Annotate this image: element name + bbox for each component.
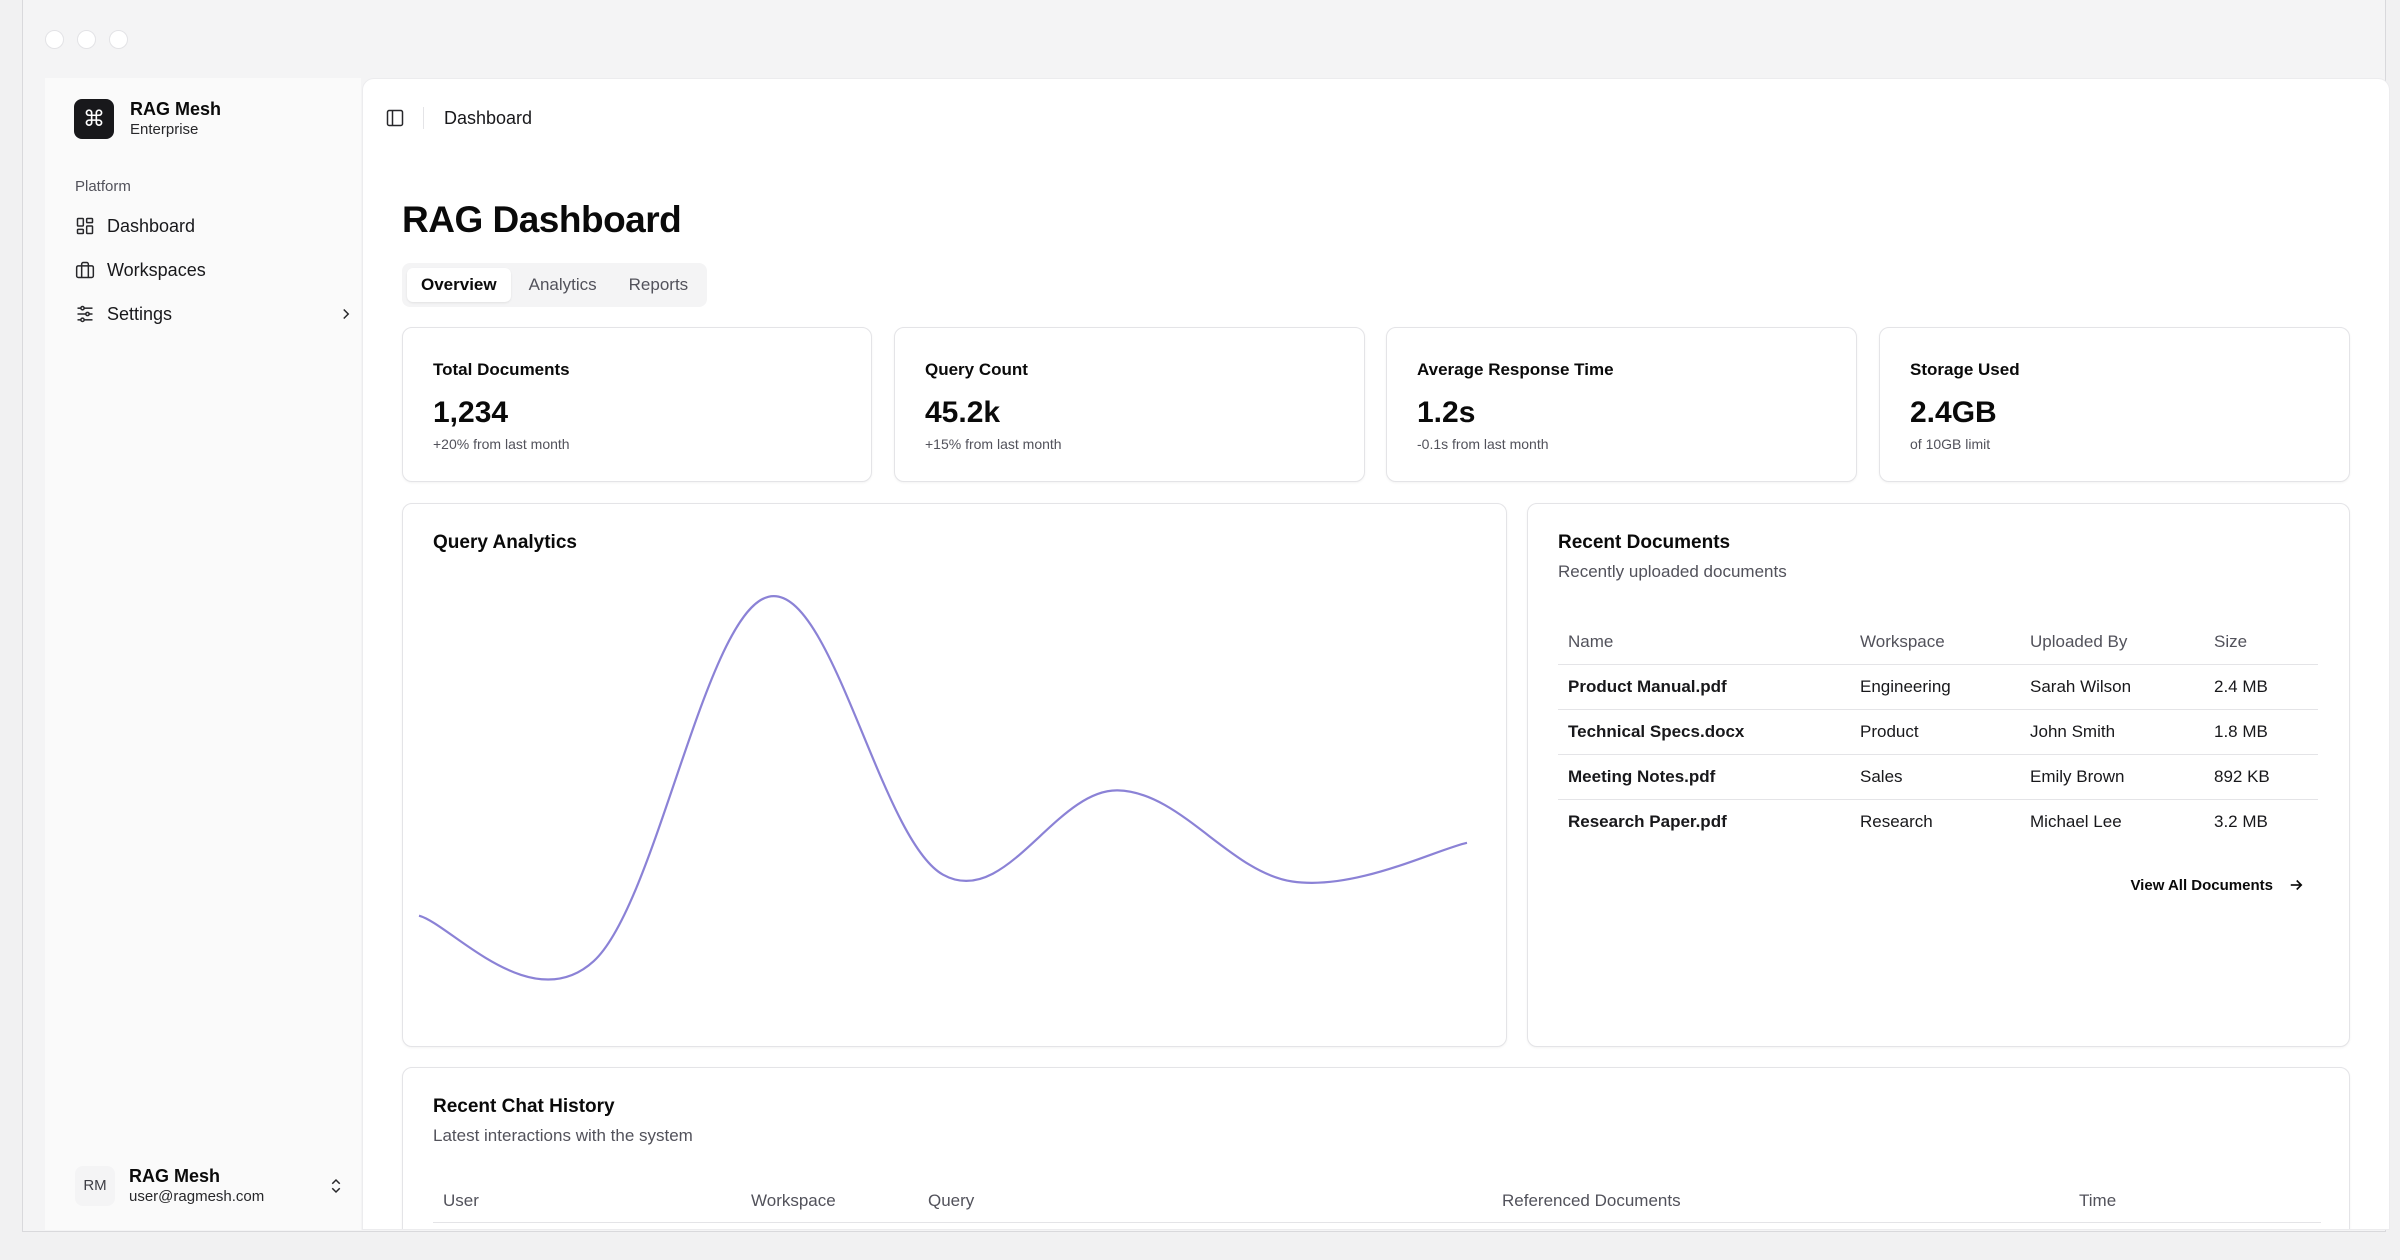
team-switcher[interactable]: ⌘ RAG Mesh Enterprise [74, 98, 221, 140]
document-size: 1.8 MB [2204, 709, 2318, 755]
tab-reports[interactable]: Reports [628, 275, 689, 294]
sidebar-item-workspaces[interactable]: Workspaces [75, 248, 355, 292]
chevrons-up-down-icon [331, 1178, 341, 1194]
sidebar-item-dashboard[interactable]: Dashboard [75, 204, 355, 248]
minimize-window-button[interactable] [77, 30, 96, 49]
table-row[interactable]: Technical Specs.docx Product John Smith … [1558, 709, 2318, 755]
sidebar-item-settings[interactable]: Settings [75, 292, 355, 336]
chat-history-card: Recent Chat History Latest interactions … [402, 1067, 2350, 1229]
close-window-button[interactable] [45, 30, 64, 49]
view-all-label: View All Documents [2130, 876, 2273, 894]
sidebar-item-label: Settings [107, 303, 173, 324]
brand-name: RAG Mesh [130, 99, 222, 119]
document-uploader: Emily Brown [2020, 754, 2204, 800]
tab-overview[interactable]: Overview [407, 268, 511, 302]
document-uploader: Sarah Wilson [2020, 664, 2204, 710]
column-header: Query [918, 1180, 1492, 1223]
card-subtitle: Latest interactions with the system [433, 1126, 693, 1145]
stat-note: -0.1s from last month [1417, 436, 1549, 452]
document-uploader: Michael Lee [2030, 811, 2122, 831]
divider [423, 107, 424, 129]
card-title: Recent Chat History [433, 1096, 615, 1117]
column-header: Uploaded By [2020, 620, 2204, 665]
stat-card-total-documents: Total Documents 1,234 +20% from last mon… [402, 327, 872, 482]
column-header: Workspace [741, 1180, 918, 1223]
documents-table: Name Workspace Uploaded By Size Product … [1558, 620, 2318, 844]
recent-documents-card: Recent Documents Recently uploaded docum… [1527, 503, 2350, 1047]
user-name: RAG Mesh [129, 1166, 221, 1186]
stat-note: +20% from last month [433, 436, 570, 452]
briefcase-icon [75, 261, 95, 279]
breadcrumb: Dashboard [444, 107, 533, 128]
document-name: Product Manual.pdf [1558, 664, 1850, 710]
document-name: Meeting Notes.pdf [1558, 754, 1850, 800]
user-menu[interactable]: RM RAG Mesh user@ragmesh.com [75, 1165, 355, 1206]
table-header-row: User Workspace Query Referenced Document… [433, 1180, 2321, 1223]
sidebar-group-label: Platform [75, 178, 131, 195]
document-name: Research Paper.pdf [1568, 811, 1727, 831]
stat-value: 1,234 [433, 396, 509, 429]
sidebar-item-label: Workspaces [107, 259, 206, 280]
top-bar: Dashboard [385, 107, 532, 129]
document-name: Technical Specs.docx [1558, 709, 1850, 755]
sidebar-nav: Dashboard Workspaces Settings [75, 204, 355, 336]
table-row[interactable]: Research Paper.pdf Research Michael Lee … [1558, 799, 2318, 844]
stat-title: Total Documents [433, 360, 570, 379]
tab-list: Overview Analytics Reports [402, 263, 708, 307]
query-series-line [418, 595, 1468, 981]
main-content: Dashboard RAG Dashboard Overview Analyti… [362, 78, 2390, 1230]
stat-card-query-count: Query Count 45.2k +15% from last month [894, 327, 1365, 482]
stat-value: 1.2s [1417, 396, 1476, 429]
sidebar-item-label: Dashboard [107, 215, 196, 236]
sidebar-toggle-icon[interactable] [385, 108, 405, 128]
document-size: 892 KB [2204, 754, 2318, 800]
chat-history-table: User Workspace Query Referenced Document… [433, 1180, 2321, 1223]
app-window: ⌘ RAG Mesh Enterprise Platform Dashboard… [22, 0, 2390, 1232]
brand-plan: Enterprise [130, 121, 199, 138]
column-header: Workspace [1850, 620, 2020, 665]
query-analytics-card: Query Analytics [402, 503, 1507, 1047]
document-workspace: Product [1850, 709, 2020, 755]
stat-card-storage-used: Storage Used 2.4GB of 10GB limit [1879, 327, 2350, 482]
document-size: 2.4 MB [2204, 664, 2318, 710]
column-header: Name [1558, 620, 1850, 665]
chevron-right-icon [343, 308, 350, 320]
stat-note: of 10GB limit [1910, 436, 1991, 452]
stat-value: 45.2k [925, 396, 1001, 429]
stat-title: Storage Used [1910, 360, 2020, 379]
stat-title: Query Count [925, 360, 1028, 379]
query-analytics-chart [418, 595, 1468, 981]
table-row[interactable]: Meeting Notes.pdf Sales Emily Brown 892 … [1558, 754, 2318, 800]
arrow-right-icon [2290, 879, 2303, 891]
document-workspace: Research [1860, 811, 1933, 831]
document-workspace: Engineering [1850, 664, 2020, 710]
column-header: Referenced Documents [1492, 1180, 2069, 1223]
stat-title: Average Response Time [1417, 360, 1614, 379]
card-title: Query Analytics [433, 532, 577, 553]
dashboard-grid-icon [76, 217, 94, 235]
page-title: RAG Dashboard [402, 199, 682, 240]
table-row[interactable]: Product Manual.pdf Engineering Sarah Wil… [1558, 664, 2318, 710]
stat-card-response-time: Average Response Time 1.2s -0.1s from la… [1386, 327, 1857, 482]
card-title: Recent Documents [1558, 532, 1731, 553]
column-header: Size [2204, 620, 2318, 665]
avatar: RM [75, 1165, 115, 1206]
stat-value: 2.4GB [1910, 396, 1997, 429]
command-icon: ⌘ [74, 99, 114, 139]
stat-note: +15% from last month [925, 436, 1062, 452]
view-all-documents-button[interactable]: View All Documents [2130, 876, 2305, 894]
document-uploader: John Smith [2020, 709, 2204, 755]
sliders-icon [77, 305, 93, 323]
card-subtitle: Recently uploaded documents [1558, 562, 1787, 581]
sidebar: ⌘ RAG Mesh Enterprise Platform Dashboard… [45, 78, 361, 1230]
maximize-window-button[interactable] [109, 30, 128, 49]
table-header-row: Name Workspace Uploaded By Size [1558, 620, 2318, 665]
user-email: user@ragmesh.com [129, 1188, 265, 1205]
window-controls [45, 30, 128, 49]
tab-analytics[interactable]: Analytics [528, 275, 597, 294]
document-workspace: Sales [1850, 754, 2020, 800]
document-size: 3.2 MB [2214, 811, 2268, 831]
column-header: Time [2069, 1180, 2321, 1223]
column-header: User [433, 1180, 741, 1223]
